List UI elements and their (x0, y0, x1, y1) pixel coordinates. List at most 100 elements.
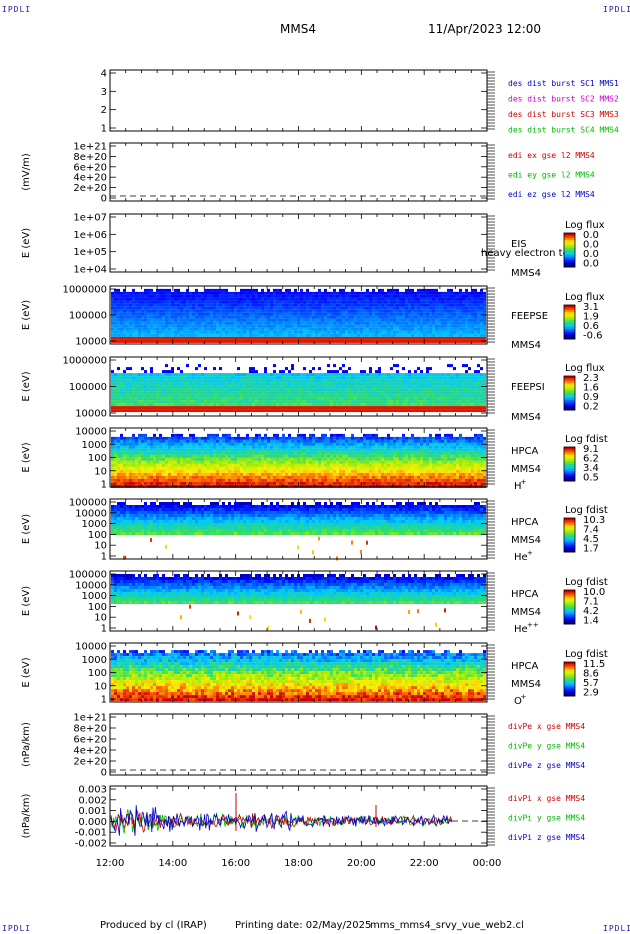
heatmap-cell (231, 397, 234, 401)
heatmap-cell (165, 397, 168, 401)
heatmap-cell (237, 321, 240, 325)
heatmap-cell (312, 330, 315, 334)
heatmap-cell (171, 379, 174, 383)
heatmap-cell (378, 370, 381, 374)
heatmap-cell (261, 330, 264, 334)
heatmap-cell (270, 406, 273, 410)
heatmap-cell (288, 388, 291, 392)
heatmap-cell (273, 394, 276, 398)
heatmap-cell (345, 376, 348, 380)
heatmap-cell (483, 306, 486, 310)
heatmap-cell (324, 312, 327, 316)
heatmap-cell (429, 324, 432, 328)
heatmap-cell (165, 481, 168, 485)
heatmap-cell (201, 469, 204, 473)
heatmap-cell (324, 318, 327, 322)
heatmap-cell (285, 373, 288, 377)
heatmap-cell (204, 382, 207, 386)
heatmap-cell (138, 478, 141, 482)
heatmap-cell (234, 309, 237, 313)
heatmap-cell (207, 472, 210, 476)
heatmap-cell (267, 391, 270, 395)
heatmap-cell (438, 373, 441, 377)
heatmap-cell (417, 376, 420, 380)
heatmap-cell (279, 400, 282, 404)
heatmap-cell (411, 403, 414, 407)
heatmap-cell (126, 394, 129, 398)
heatmap-cell (381, 294, 384, 298)
heatmap-cell (255, 294, 258, 298)
heatmap-cell (315, 333, 318, 337)
heatmap-cell (381, 394, 384, 398)
heatmap-cell (207, 306, 210, 310)
heatmap-cell (420, 339, 423, 343)
heatmap-cell (273, 327, 276, 331)
heatmap-cell (366, 309, 369, 313)
heatmap-cell (447, 318, 450, 322)
heatmap-cell (126, 336, 129, 340)
heatmap-cell (165, 339, 168, 343)
heatmap-cell (405, 312, 408, 316)
heatmap-cell (222, 288, 225, 292)
heatmap-cell (222, 315, 225, 319)
heatmap-cell (111, 391, 114, 395)
y-tick-label: 10000 (75, 337, 107, 348)
heatmap-cell (453, 406, 456, 410)
heatmap-cell (360, 327, 363, 331)
colorbar-segment (564, 262, 575, 266)
heatmap-cell (306, 306, 309, 310)
heatmap-cell (321, 388, 324, 392)
heatmap-cell (357, 336, 360, 340)
heatmap-cell (426, 385, 429, 389)
heatmap-cell (264, 388, 267, 392)
heatmap-cell (291, 300, 294, 304)
heatmap-cell (204, 294, 207, 298)
heatmap-cell (456, 376, 459, 380)
heatmap-cell (183, 484, 186, 488)
heatmap-cell (150, 463, 153, 467)
heatmap-cell (252, 309, 255, 313)
heatmap-cell (381, 373, 384, 377)
heatmap-cell (369, 397, 372, 401)
heatmap-cell (363, 373, 366, 377)
heatmap-cell (288, 400, 291, 404)
heatmap-cell (222, 385, 225, 389)
colorbar-segment (564, 393, 575, 396)
heatmap-cell (258, 312, 261, 316)
heatmap-cell (384, 321, 387, 325)
heatmap-cell (333, 391, 336, 395)
heatmap-cell (114, 469, 117, 473)
heatmap-cell (153, 315, 156, 319)
heatmap-cell (306, 288, 309, 292)
heatmap-cell (402, 306, 405, 310)
heatmap-cell (246, 336, 249, 340)
heatmap-cell (234, 379, 237, 383)
heatmap-cell (465, 409, 468, 413)
heatmap-cell (456, 400, 459, 404)
heatmap-cell (270, 391, 273, 395)
heatmap-cell (288, 318, 291, 322)
heatmap-cell (384, 373, 387, 377)
heatmap-cell (246, 333, 249, 337)
heatmap-cell (465, 391, 468, 395)
heatmap-cell (333, 382, 336, 386)
heatmap-cell (378, 309, 381, 313)
heatmap-cell (117, 291, 120, 295)
heatmap-cell (417, 382, 420, 386)
heatmap-cell (297, 300, 300, 304)
heatmap-cell (369, 385, 372, 389)
heatmap-cell (288, 315, 291, 319)
heatmap-cell (423, 300, 426, 304)
heatmap-cell (306, 327, 309, 331)
heatmap-cell (174, 324, 177, 328)
heatmap-cell (441, 336, 444, 340)
heatmap-cell (150, 321, 153, 325)
heatmap-cell (237, 400, 240, 404)
heatmap-cell (438, 400, 441, 404)
heatmap-cell (318, 297, 321, 301)
heatmap-cell (303, 406, 306, 410)
heatmap-cell (432, 297, 435, 301)
heatmap-cell (411, 303, 414, 307)
heatmap-cell (195, 445, 198, 449)
